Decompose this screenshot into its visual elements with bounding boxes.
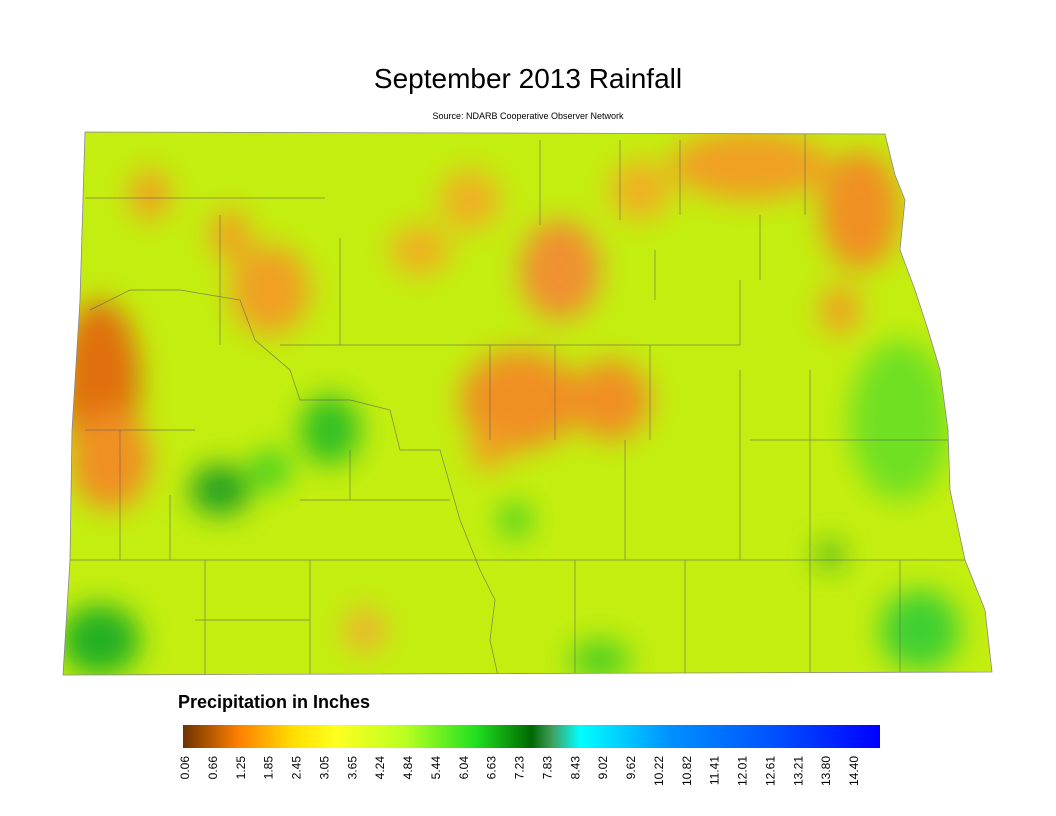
legend-tick-label: 7.23: [513, 756, 527, 780]
legend-tick-label: 10.82: [680, 756, 694, 786]
legend-tick-label: 11.41: [708, 756, 722, 785]
legend-tick-label: 12.01: [736, 756, 750, 786]
subtitle: Source: NDARB Cooperative Observer Netwo…: [432, 111, 624, 121]
legend-tick-label: 9.02: [596, 756, 610, 780]
legend-tick-label: 7.83: [540, 756, 554, 780]
legend-tick-label: 6.63: [485, 756, 499, 780]
title: September 2013 Rainfall: [374, 63, 682, 94]
legend-tick-label: 10.22: [652, 756, 666, 786]
map: [63, 132, 992, 675]
legend-tick-label: 0.06: [178, 756, 192, 780]
legend-tick-label: 1.25: [234, 756, 248, 780]
legend-ticks: 0.06 0.66 1.25 1.85 2.45 3.05 3.65 4.24 4.84 5.44…: [178, 756, 861, 786]
legend-tick-label: 2.45: [290, 756, 304, 780]
legend-tick-label: 3.05: [317, 756, 331, 780]
legend-tick-label: 13.80: [819, 756, 833, 786]
legend-tick-label: 6.04: [457, 756, 471, 780]
legend-tick-label: 3.65: [345, 756, 359, 780]
legend-tick-label: 14.40: [847, 756, 861, 786]
legend-title: Precipitation in Inches: [178, 692, 370, 712]
legend-tick-label: 1.85: [262, 756, 276, 780]
legend-tick-label: 4.84: [401, 756, 415, 780]
legend-tick-label: 4.24: [373, 756, 387, 780]
legend-tick-label: 0.66: [206, 756, 220, 780]
legend-tick-label: 9.62: [624, 756, 638, 780]
legend-tick-label: 8.43: [568, 756, 582, 780]
color-bar: [183, 725, 880, 748]
legend-tick-label: 13.21: [791, 756, 805, 786]
legend-tick-label: 5.44: [429, 756, 443, 780]
legend-tick-label: 12.61: [763, 756, 777, 786]
